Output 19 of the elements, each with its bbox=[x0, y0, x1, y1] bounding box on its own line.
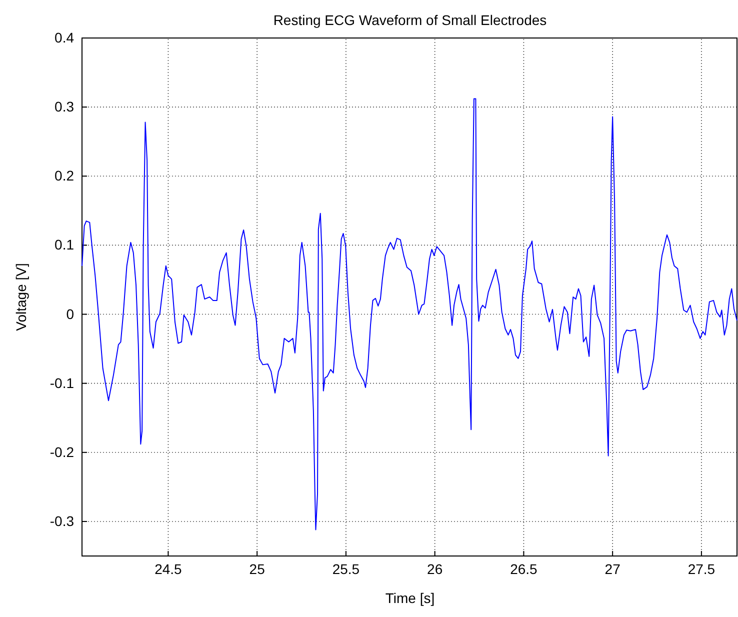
y-tick-label: 0.1 bbox=[54, 236, 74, 253]
y-tick-label: 0.4 bbox=[54, 29, 74, 46]
y-tick-label: -0.2 bbox=[50, 444, 74, 460]
y-tick-label: -0.1 bbox=[50, 374, 74, 391]
y-axis-title: Voltage [V] bbox=[13, 263, 29, 331]
x-tick-label: 26.5 bbox=[510, 560, 538, 577]
x-tick-label: 24.5 bbox=[154, 560, 182, 577]
x-tick-label: 26 bbox=[427, 560, 443, 577]
y-tick-label: 0.2 bbox=[54, 168, 74, 184]
x-axis-title: Time [s] bbox=[385, 590, 435, 606]
y-tick-label: 0 bbox=[66, 306, 74, 322]
line-series bbox=[82, 98, 738, 530]
chart-title: Resting ECG Waveform of Small Electrodes bbox=[273, 12, 547, 28]
y-tick-label: -0.3 bbox=[50, 512, 74, 529]
y-tick-label: 0.3 bbox=[54, 98, 74, 115]
x-tick-label: 25 bbox=[249, 560, 266, 577]
x-tick-label: 27 bbox=[604, 560, 621, 577]
x-tick-label: 25.5 bbox=[332, 560, 360, 577]
x-tick-label: 27.5 bbox=[688, 560, 716, 577]
